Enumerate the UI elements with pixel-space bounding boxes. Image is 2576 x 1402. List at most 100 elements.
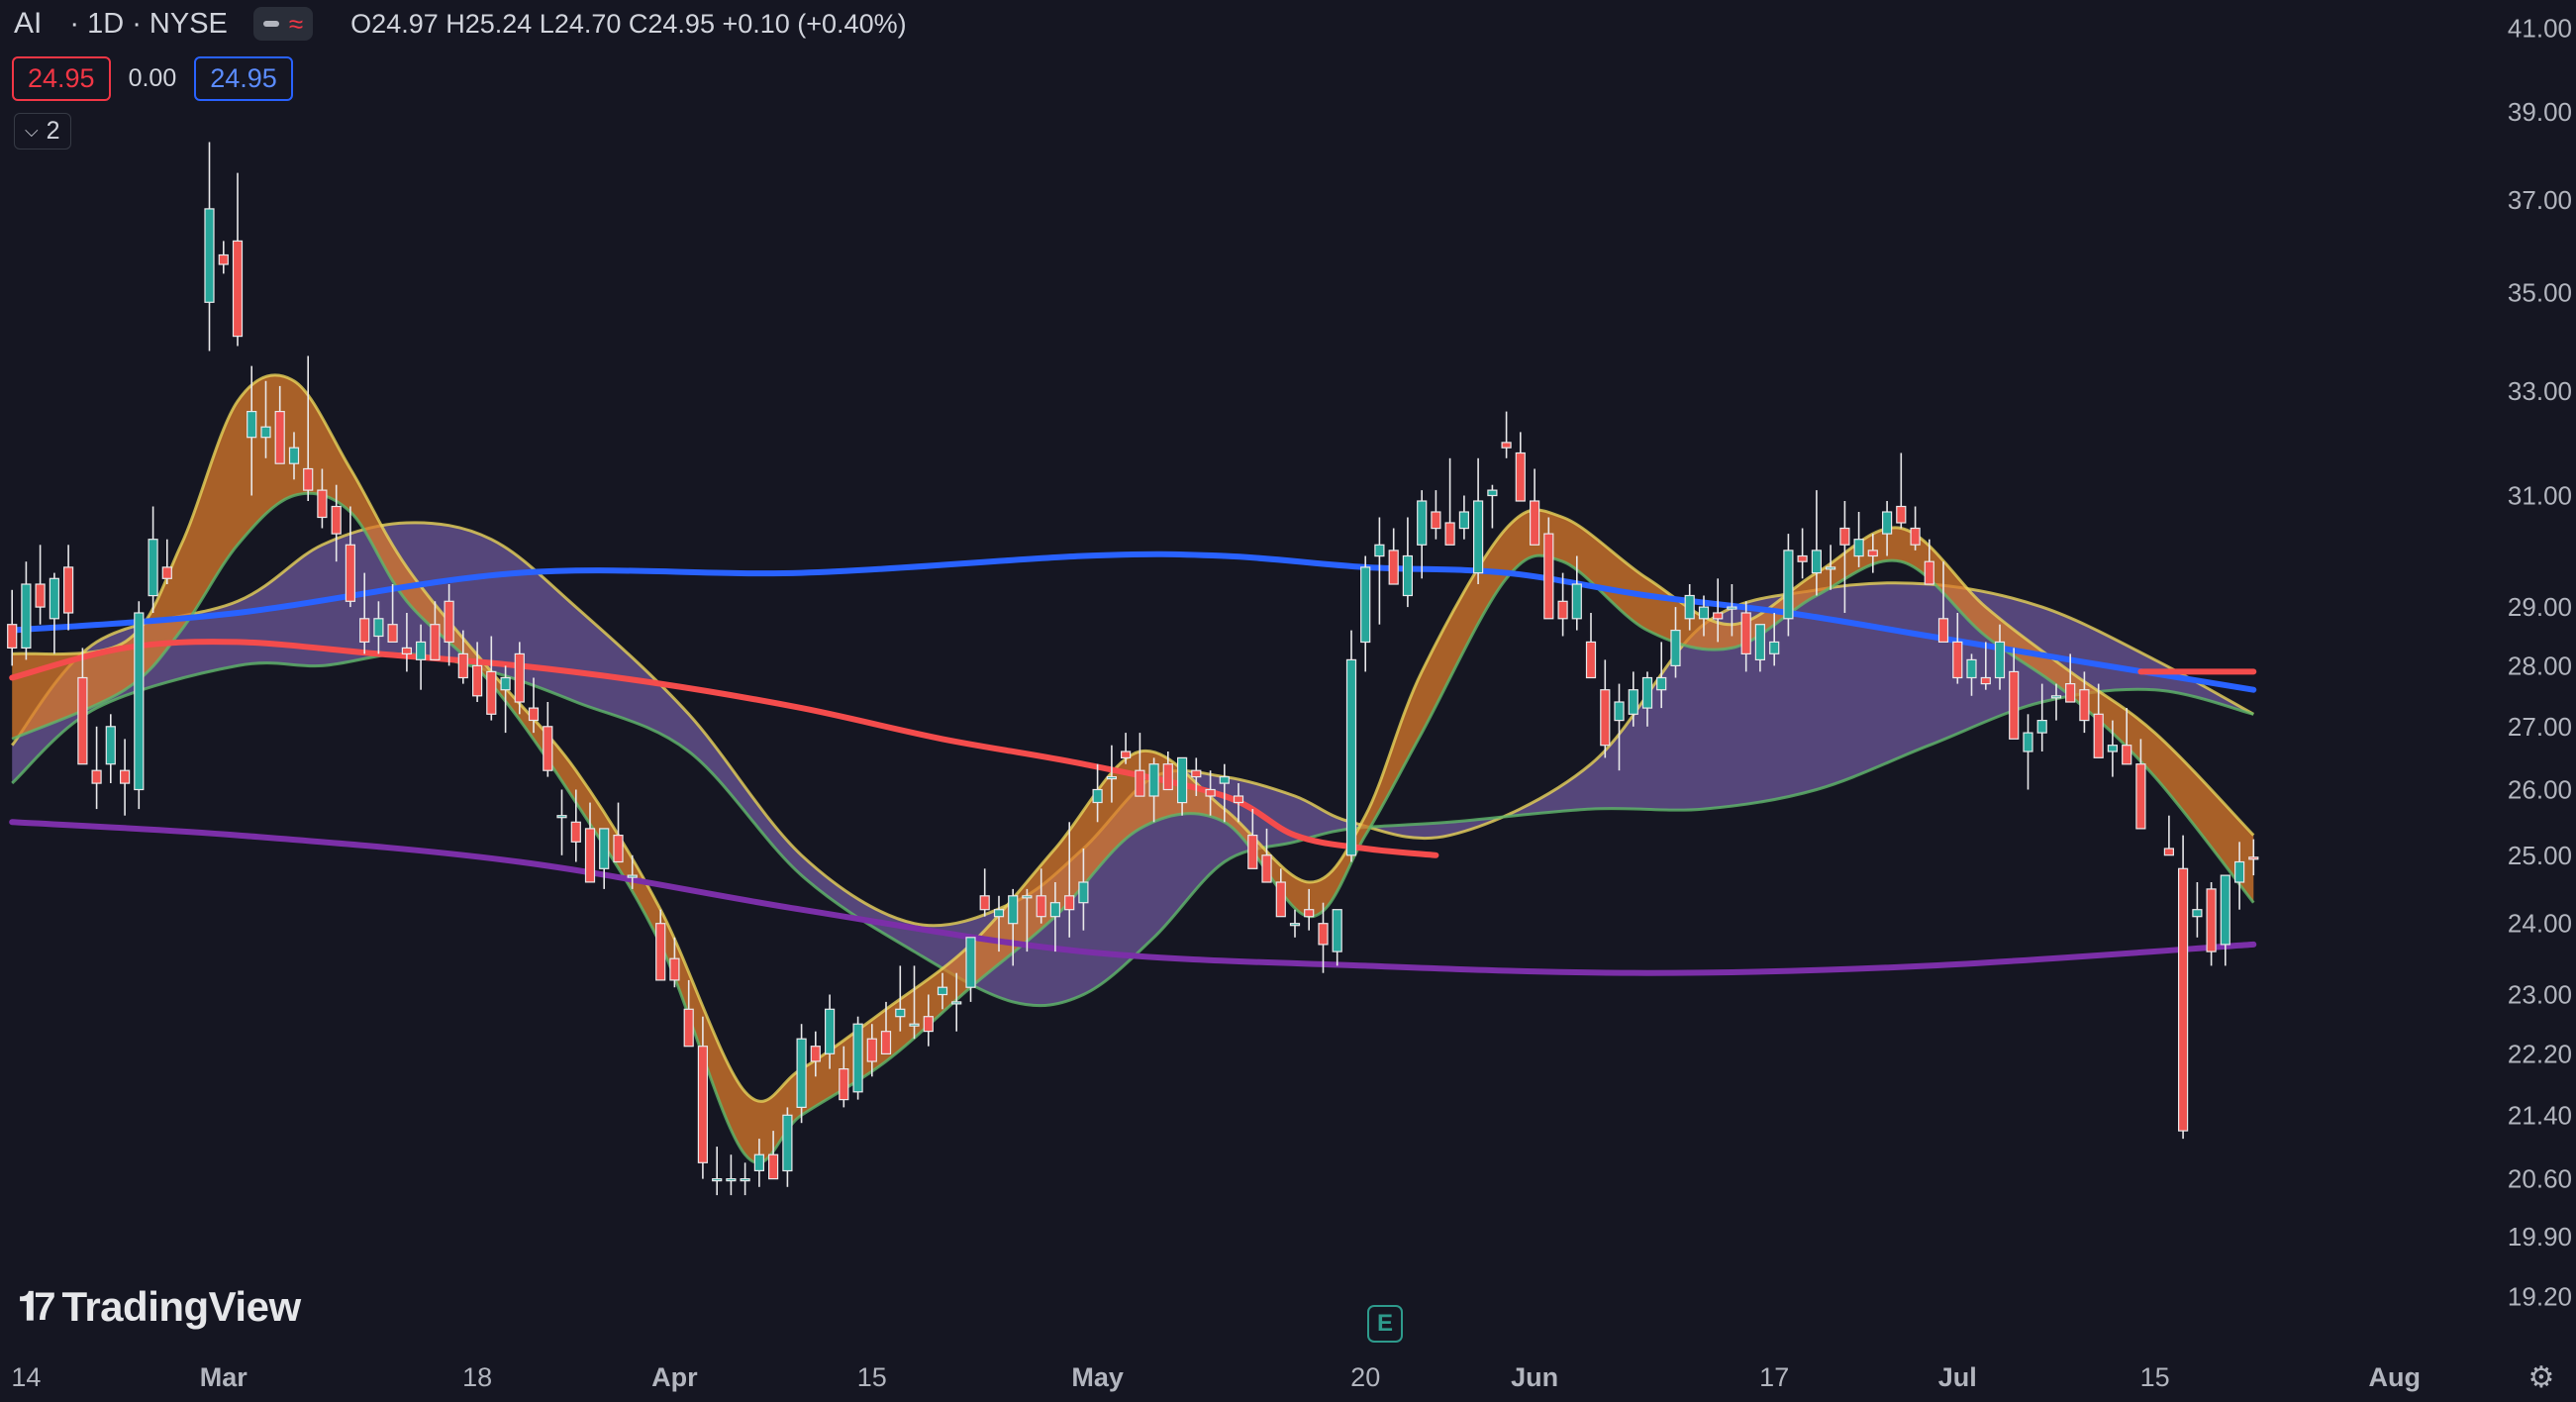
time-axis: 14Mar18Apr15May20Jun17Jul15Aug19 [11, 1362, 2421, 1392]
candle-body [1670, 629, 1681, 666]
candle-body [134, 612, 145, 791]
candle-body [1417, 500, 1428, 546]
moving-average-line-1 [9, 551, 2257, 693]
y-axis-tick-label: 22.20 [2508, 1039, 2572, 1068]
indicator-count: 2 [46, 117, 60, 145]
candle-body [2093, 713, 2104, 758]
candle-body [1910, 527, 1921, 546]
tradingview-wordmark: TradingView [61, 1283, 302, 1330]
candle-body [331, 505, 342, 535]
ohlc-readout: O24.97 H25.24 L24.70 C24.95 +0.10 (+0.40… [350, 8, 907, 39]
y-axis-tick-label: 29.00 [2508, 592, 2572, 622]
candle-body [1078, 881, 1089, 904]
candle-body [1769, 641, 1780, 654]
candle-body [148, 539, 158, 597]
candle-body [1924, 560, 1934, 585]
y-axis-tick-label: 25.00 [2508, 841, 2572, 870]
y-axis-tick-label: 24.00 [2508, 909, 2572, 939]
candle-body [740, 1177, 750, 1182]
candle-body [1036, 895, 1046, 918]
x-axis-tick-label: Jul [1938, 1362, 1977, 1392]
y-axis-tick-label: 19.20 [2508, 1282, 2572, 1312]
candle-body [1374, 544, 1385, 557]
candle-body [1205, 788, 1216, 797]
candle-body [1064, 895, 1075, 911]
candle-body [767, 1153, 779, 1180]
candle-body [1402, 554, 1414, 597]
candle-body [1191, 769, 1202, 778]
ribbon-band-1 [12, 374, 2254, 1163]
y-axis-tick-label: 41.00 [2508, 14, 2572, 44]
candle-body [1853, 539, 1864, 557]
moving-average-line-0 [9, 819, 2257, 976]
candle-body [599, 828, 610, 869]
candle-body [2220, 874, 2230, 946]
candle-body [655, 923, 666, 981]
candle-body [2192, 909, 2203, 918]
candle-body [993, 909, 1005, 918]
x-axis-tick-label: 15 [2140, 1362, 2170, 1392]
y-axis-tick-label: 39.00 [2508, 97, 2572, 127]
x-axis-tick-label: 20 [1350, 1362, 1380, 1392]
candle-body [1698, 606, 1710, 620]
candle-body [119, 769, 131, 784]
candle-body [613, 834, 624, 863]
y-axis-tick-label: 23.00 [2508, 980, 2572, 1010]
ask-price-box[interactable]: 24.95 [194, 55, 293, 101]
candle-body [1135, 769, 1145, 797]
candle-body [1585, 641, 1597, 679]
candle-body [35, 583, 46, 608]
y-axis-tick-label: 21.40 [2508, 1100, 2572, 1130]
candle-body [1247, 834, 1258, 869]
candle-body [232, 240, 244, 338]
candle-body [1120, 751, 1132, 759]
indicators-collapse-button[interactable]: ⌵ 2 [14, 113, 71, 150]
candle-body [1388, 550, 1399, 585]
symbol-name[interactable]: AI [14, 7, 43, 40]
interval-exchange: · 1D · NYSE [69, 7, 228, 40]
bid-price-box[interactable]: 24.95 [12, 55, 111, 101]
candle-body [1628, 689, 1638, 715]
y-axis-tick-label: 27.00 [2508, 712, 2572, 742]
candle-body [1501, 442, 1512, 449]
candle-body [1614, 701, 1625, 722]
candle-body [303, 467, 314, 491]
candle-body [584, 828, 596, 883]
candle-body [373, 618, 384, 638]
x-axis-tick-label: May [1071, 1362, 1124, 1392]
candle-body [1304, 909, 1315, 918]
candle-body [1684, 594, 1695, 620]
candle-body [500, 676, 511, 691]
candle-body [753, 1153, 765, 1171]
candle-body [1656, 676, 1667, 691]
candle-body [2206, 888, 2217, 952]
candle-body [1487, 489, 1498, 497]
gear-icon[interactable]: ⚙ [2527, 1360, 2555, 1394]
candle-body [1867, 550, 1878, 557]
candle-body [21, 583, 32, 650]
candle-body [1783, 550, 1794, 620]
candle-body [909, 1023, 920, 1027]
candle-body [1148, 763, 1159, 797]
candle-body [49, 577, 60, 620]
candle-body [1162, 763, 1173, 791]
candle-body [1543, 533, 1554, 620]
wave-icon: ≈ [288, 9, 304, 39]
tradingview-logo[interactable]: 𝟏7 TradingView [18, 1283, 301, 1331]
candle-body [62, 566, 74, 614]
y-axis-tick-label: 28.00 [2508, 651, 2572, 680]
candle-body [247, 411, 257, 439]
earnings-marker-icon[interactable]: E [1367, 1305, 1403, 1343]
x-axis-tick-label: Mar [200, 1362, 248, 1392]
candle-body [345, 544, 355, 602]
candle-body [866, 1038, 877, 1062]
candle-body [2135, 763, 2146, 830]
x-axis-tick-label: Aug [2368, 1362, 2420, 1392]
indicator-visibility-toggle[interactable]: ≈ [252, 7, 314, 41]
candle-body [1360, 566, 1371, 644]
candle-body [472, 664, 483, 697]
x-axis-tick-label: Apr [651, 1362, 698, 1392]
candle-body [1515, 451, 1526, 502]
candle-body [1966, 658, 1977, 679]
